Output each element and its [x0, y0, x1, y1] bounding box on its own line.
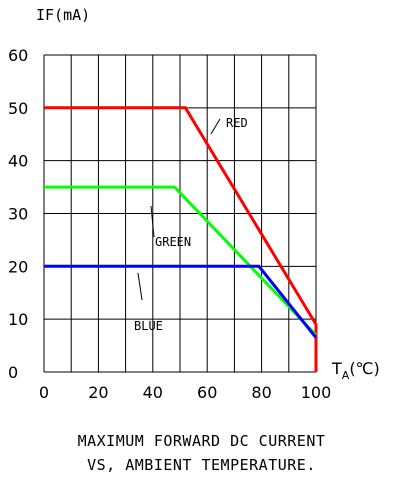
x-axis-label-subscript: A	[342, 369, 350, 382]
y-tick-label: 60	[8, 46, 28, 65]
y-tick-label: 40	[8, 152, 28, 171]
x-tick-label: 40	[143, 383, 163, 402]
y-tick-label: 20	[8, 257, 28, 276]
annotation-leader-blue	[137, 272, 143, 301]
y-tick-label: 0	[8, 363, 18, 382]
annotation-label-red: RED	[226, 116, 248, 130]
y-axis-label: IF(mA)	[36, 6, 90, 24]
annotation-layer: RED GREEN BLUE	[134, 116, 248, 333]
grid	[43, 54, 317, 373]
series-line-blue	[44, 264, 318, 339]
y-tick-label: 30	[8, 205, 28, 224]
x-axis-label: TA(℃)	[331, 359, 380, 382]
x-axis-label-unit: (℃)	[349, 359, 379, 378]
series-line-red	[44, 106, 318, 372]
x-tick-label: 100	[301, 383, 332, 402]
x-tick-label: 60	[197, 383, 217, 402]
x-axis-label-main: T	[331, 359, 342, 378]
series-layer	[44, 106, 318, 372]
annotation-label-green: GREEN	[155, 235, 191, 249]
tick-labels: 0 10 20 30 40 50 60 0 20 40 60 80 100	[8, 46, 331, 402]
x-tick-label: 80	[251, 383, 271, 402]
series-line-green	[44, 185, 318, 337]
annotation-label-blue: BLUE	[134, 319, 163, 333]
annotation-leader-red	[210, 118, 221, 135]
y-tick-label: 50	[8, 99, 28, 118]
y-tick-label: 10	[8, 310, 28, 329]
x-tick-label: 20	[88, 383, 108, 402]
x-tick-label: 0	[39, 383, 49, 402]
chart-title-line-1: MAXIMUM FORWARD DC CURRENT	[77, 432, 326, 450]
annotation-leader-green	[150, 205, 155, 238]
chart-title-line-2: VS, AMBIENT TEMPERATURE.	[87, 456, 316, 474]
